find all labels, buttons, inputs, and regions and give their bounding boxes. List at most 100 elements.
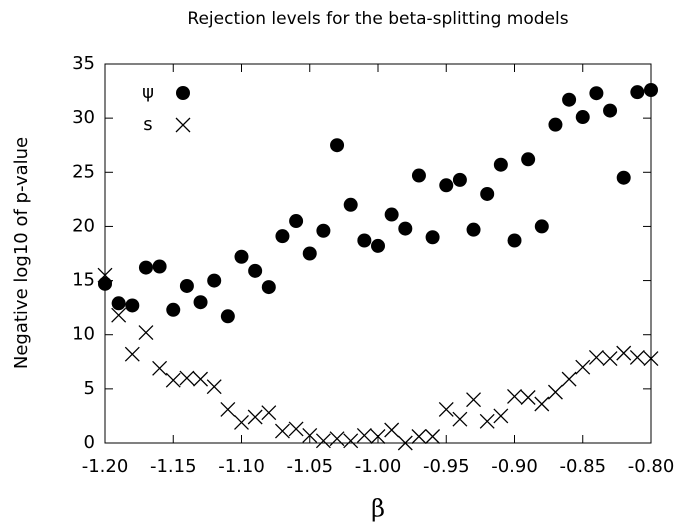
legend-label: s xyxy=(143,114,152,135)
point xyxy=(356,427,372,443)
point xyxy=(220,309,235,324)
point xyxy=(521,152,536,167)
point xyxy=(575,359,591,375)
point xyxy=(562,92,577,107)
point xyxy=(234,249,249,264)
point xyxy=(193,295,208,310)
point xyxy=(547,384,563,400)
point xyxy=(507,233,522,248)
point xyxy=(234,414,249,430)
point xyxy=(479,413,495,429)
point xyxy=(165,372,181,388)
point xyxy=(152,360,168,376)
point xyxy=(411,429,427,444)
x-tick-label: -0.85 xyxy=(559,456,606,477)
point xyxy=(439,178,454,193)
point xyxy=(193,371,209,387)
point xyxy=(452,411,468,427)
x-tick-label: -1.00 xyxy=(355,456,402,477)
point xyxy=(630,85,645,100)
y-tick-label: 10 xyxy=(72,324,95,345)
point xyxy=(247,409,263,425)
point xyxy=(371,238,385,253)
point xyxy=(302,246,317,261)
point xyxy=(411,168,426,183)
point xyxy=(220,401,236,417)
x-tick-label: -1.20 xyxy=(82,456,129,477)
x-tick-label: -1.05 xyxy=(286,456,333,477)
point xyxy=(206,379,222,395)
point xyxy=(329,431,345,447)
point xyxy=(616,170,631,185)
x-tick-label: -0.80 xyxy=(628,456,675,477)
point xyxy=(452,172,467,187)
point xyxy=(302,427,318,443)
x-tick-label: -0.95 xyxy=(423,456,470,477)
point xyxy=(589,86,604,101)
point xyxy=(534,219,549,234)
point xyxy=(343,197,358,212)
point xyxy=(111,307,127,323)
y-tick-label: 0 xyxy=(84,432,95,453)
point xyxy=(207,273,222,288)
point xyxy=(289,214,304,229)
x-axis-label: β xyxy=(371,495,385,523)
point xyxy=(425,230,440,245)
point xyxy=(261,405,277,421)
point xyxy=(398,221,413,236)
point xyxy=(125,298,140,313)
point xyxy=(330,138,345,153)
point xyxy=(370,429,386,444)
point xyxy=(643,351,659,366)
point xyxy=(480,186,495,201)
y-tick-label: 15 xyxy=(72,270,95,291)
point xyxy=(97,267,113,283)
y-axis-label: Negative log10 of p-value xyxy=(11,137,32,369)
point xyxy=(316,223,331,238)
point xyxy=(534,396,550,412)
point xyxy=(425,429,441,444)
point xyxy=(179,370,195,386)
legend-label: ψ xyxy=(142,82,154,103)
y-tick-label: 5 xyxy=(84,378,95,399)
legend-marker xyxy=(175,117,191,133)
point xyxy=(315,433,331,449)
x-tick-label: -1.10 xyxy=(218,456,265,477)
point xyxy=(98,276,112,291)
y-tick-label: 35 xyxy=(72,53,95,74)
point xyxy=(288,421,304,437)
point xyxy=(438,401,454,417)
point xyxy=(397,435,413,451)
point xyxy=(152,259,167,274)
point xyxy=(261,280,276,295)
point xyxy=(275,229,290,244)
point xyxy=(507,388,522,404)
point xyxy=(588,349,604,365)
point xyxy=(274,423,290,439)
point xyxy=(343,433,359,449)
point xyxy=(124,346,140,362)
point xyxy=(466,392,482,408)
point xyxy=(384,207,399,222)
y-tick-label: 25 xyxy=(72,161,95,182)
point xyxy=(644,82,658,97)
point xyxy=(575,110,590,125)
point xyxy=(248,263,263,278)
point xyxy=(493,408,509,424)
point xyxy=(616,345,632,361)
y-tick-label: 30 xyxy=(72,107,95,128)
point xyxy=(166,302,181,317)
point xyxy=(629,349,645,365)
y-tick-label: 20 xyxy=(72,215,95,236)
point xyxy=(384,422,400,438)
legend-marker xyxy=(176,86,190,100)
chart-title: Rejection levels for the beta-splitting … xyxy=(187,9,568,29)
x-tick-label: -1.15 xyxy=(150,456,197,477)
point xyxy=(357,233,372,248)
point xyxy=(561,371,577,387)
x-tick-label: -0.90 xyxy=(491,456,538,477)
point xyxy=(179,278,194,293)
point xyxy=(603,103,618,118)
point xyxy=(111,296,126,311)
